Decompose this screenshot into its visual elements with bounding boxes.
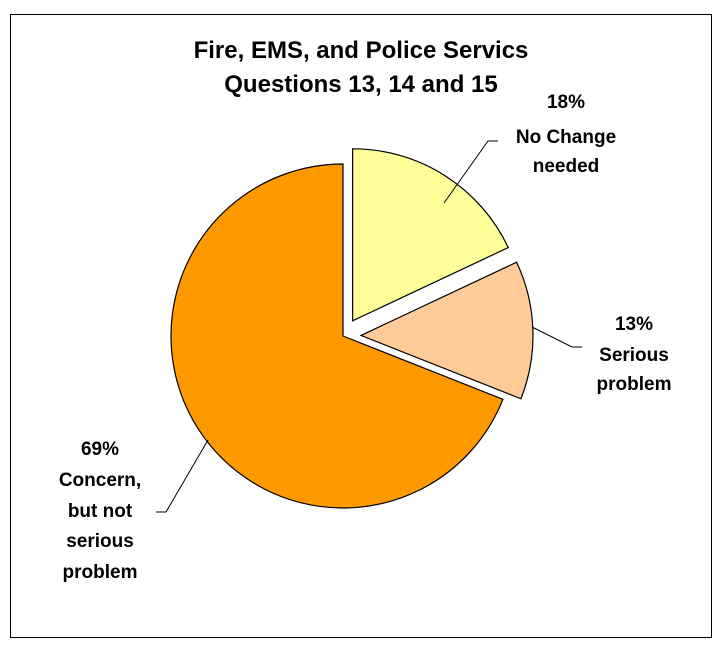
chart-title: Fire, EMS, and Police Servics Questions …	[194, 37, 529, 98]
leader-line-concern	[156, 439, 209, 513]
category-label-no-change-line-1: No Change	[516, 127, 616, 148]
pie-slice-concern	[170, 163, 504, 509]
percent-label-concern: 69%	[81, 439, 119, 460]
percent-label-serious: 13%	[615, 314, 653, 335]
chart-frame	[10, 14, 712, 638]
pie-slices	[170, 148, 534, 509]
category-label-serious-line-1: Serious	[599, 345, 669, 366]
pie-slice-no-change	[352, 148, 510, 322]
title-line-1: Fire, EMS, and Police Servics	[194, 37, 529, 64]
label-serious: 13% Serious problem	[597, 314, 672, 395]
title-line-2: Questions 13, 14 and 15	[224, 71, 497, 98]
label-concern: 69% Concern, but not serious problem	[59, 439, 141, 583]
label-no-change: 18% No Change needed	[516, 92, 616, 177]
category-label-serious-line-2: problem	[597, 374, 672, 395]
category-label-concern-line-1: Concern,	[59, 470, 141, 491]
category-label-no-change-line-2: needed	[533, 156, 600, 177]
category-label-concern-line-2: but not	[68, 501, 133, 522]
pie-slice-serious	[359, 261, 534, 400]
category-label-concern-line-3: serious	[66, 531, 134, 552]
leader-lines	[156, 140, 582, 513]
percent-label-no-change: 18%	[547, 92, 585, 113]
leader-line-serious	[531, 326, 582, 348]
category-label-concern-line-4: problem	[63, 562, 138, 583]
leader-line-no-change	[443, 140, 498, 204]
